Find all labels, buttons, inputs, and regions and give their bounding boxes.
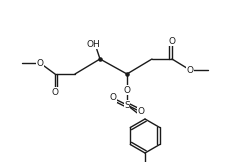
Text: O: O bbox=[186, 65, 193, 75]
Text: O: O bbox=[123, 86, 130, 94]
Text: O: O bbox=[51, 87, 58, 97]
Text: O: O bbox=[109, 93, 116, 103]
Text: O: O bbox=[168, 36, 175, 46]
Text: S: S bbox=[124, 100, 129, 110]
Text: OH: OH bbox=[86, 40, 100, 48]
Text: O: O bbox=[36, 58, 43, 68]
Text: O: O bbox=[137, 108, 144, 116]
